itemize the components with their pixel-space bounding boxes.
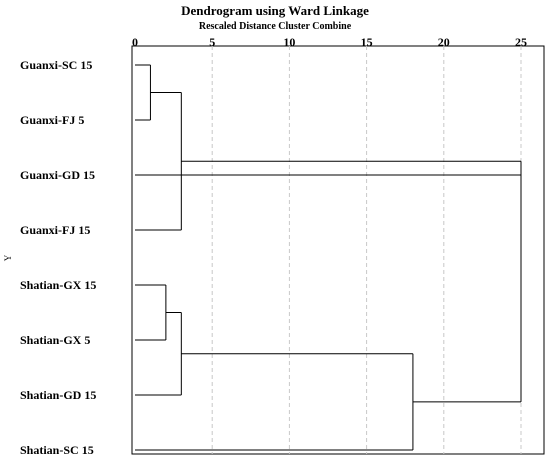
leaf-label: Guanxi-FJ 5 [20, 113, 84, 127]
x-tick-label: 10 [283, 35, 295, 49]
chart-subtitle: Rescaled Distance Cluster Combine [198, 21, 352, 32]
chart-title: Dendrogram using Ward Linkage [181, 3, 369, 18]
leaf-label: Guanxi-GD 15 [20, 168, 95, 182]
leaf-label: Guanxi-FJ 15 [20, 223, 90, 237]
x-tick-label: 5 [209, 35, 215, 49]
leaf-label: Shatian-GX 5 [20, 333, 90, 347]
leaf-label: Shatian-GX 15 [20, 278, 96, 292]
plot-frame [131, 45, 545, 455]
y-axis-label: Y [3, 254, 13, 261]
leaf-label: Shatian-GD 15 [20, 388, 96, 402]
leaf-label: Shatian-SC 15 [20, 443, 94, 457]
x-tick-label: 25 [515, 35, 527, 49]
x-tick-label: 0 [132, 35, 138, 49]
x-tick-label: 20 [438, 35, 450, 49]
x-tick-label: 15 [361, 35, 373, 49]
leaf-label: Guanxi-SC 15 [20, 58, 92, 72]
